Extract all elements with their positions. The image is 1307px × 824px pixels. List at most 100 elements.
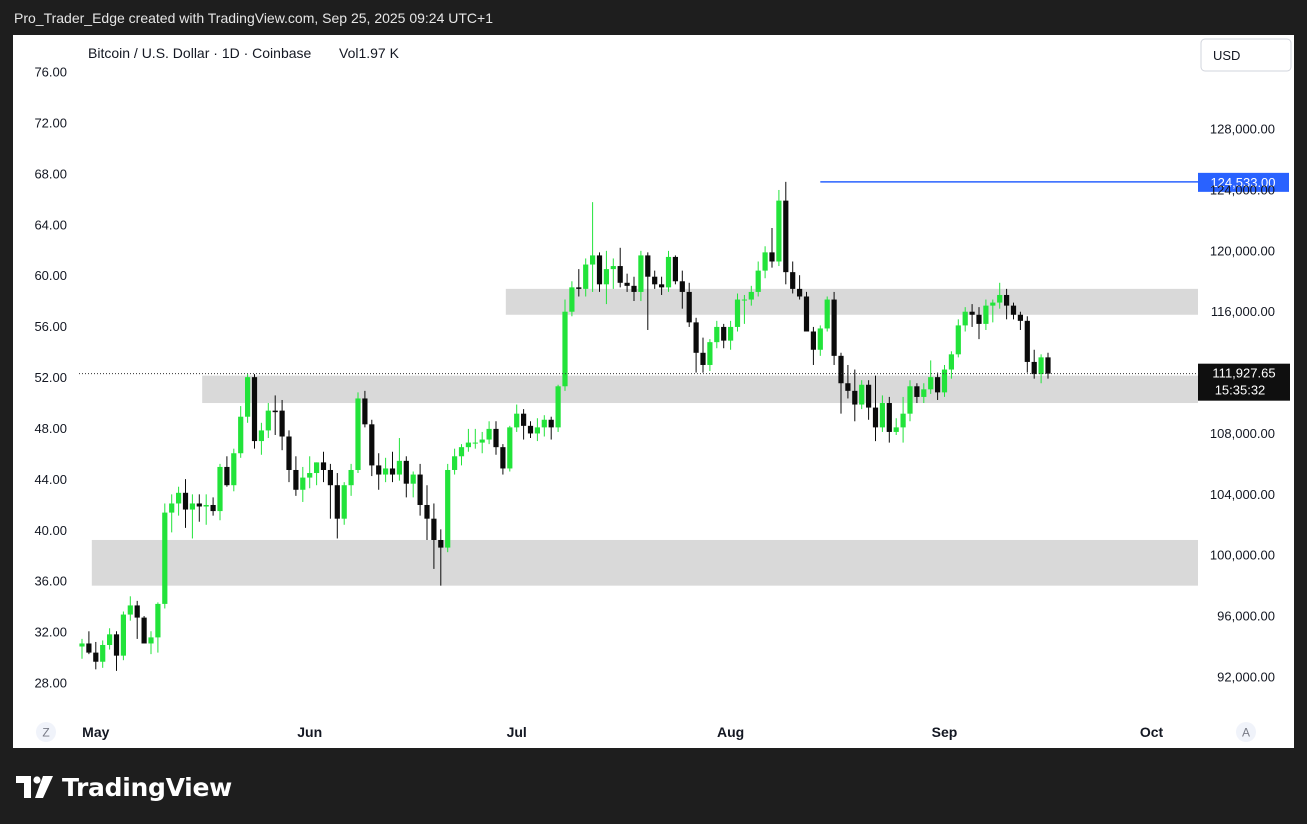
candle-body — [762, 252, 768, 271]
candle-body — [990, 302, 996, 306]
candle-body — [245, 377, 251, 417]
zoom-icon: Z — [42, 726, 49, 740]
candle-body — [196, 503, 202, 507]
candle-body — [410, 474, 416, 484]
candle-body — [617, 266, 623, 283]
candle-body — [562, 311, 568, 387]
left-axis-tick: 64.00 — [34, 217, 67, 232]
candle-body — [948, 354, 954, 370]
candle-body — [100, 644, 106, 662]
candle-body — [279, 410, 285, 437]
candle-body — [396, 460, 402, 475]
candle-body — [914, 386, 920, 397]
candle-body — [521, 413, 527, 426]
auto-scale-button[interactable]: A — [1236, 722, 1256, 742]
right-axis-tick[interactable]: 100,000.00 — [1210, 548, 1275, 563]
candle-body — [431, 518, 437, 540]
right-axis-tick[interactable]: 124,000.00 — [1210, 182, 1275, 197]
candle-body — [859, 384, 865, 405]
candle-body — [251, 377, 258, 442]
right-axis-tick[interactable]: 92,000.00 — [1217, 669, 1275, 684]
candle-body — [348, 469, 354, 486]
candle-body — [272, 410, 278, 413]
candle-body — [797, 288, 803, 297]
candle-body — [907, 386, 913, 414]
candle-body — [569, 287, 575, 312]
price-zone — [202, 375, 1198, 404]
left-axis-tick: 72.00 — [34, 115, 67, 130]
candle-body — [741, 299, 747, 301]
symbol-title[interactable]: Bitcoin / U.S. Dollar · 1D · Coinbase — [88, 45, 312, 61]
x-axis-label: Oct — [1140, 724, 1164, 740]
candle-body — [610, 266, 616, 270]
candle-body — [141, 617, 147, 644]
right-axis-tick[interactable]: 108,000.00 — [1210, 426, 1275, 441]
candle-body — [1010, 305, 1017, 315]
candle-body — [769, 252, 775, 262]
last-price-label: 111,927.65 — [1212, 366, 1275, 381]
left-axis-tick: 56.00 — [34, 319, 67, 334]
candle-body — [693, 322, 699, 353]
candle-body — [134, 605, 140, 618]
candle-body — [790, 272, 796, 289]
candle-body — [127, 605, 133, 615]
candle-body — [817, 328, 823, 350]
candle-body — [803, 296, 810, 332]
x-axis-label: Jun — [297, 724, 322, 740]
candle-body — [1045, 357, 1051, 374]
candle-body — [893, 427, 899, 432]
right-axis-tick[interactable]: 104,000.00 — [1210, 487, 1275, 502]
currency-button[interactable]: USD — [1200, 38, 1292, 72]
auto-scale-icon: A — [1242, 726, 1250, 740]
candle-body — [576, 287, 582, 289]
candle-body — [162, 512, 168, 604]
candle-body — [541, 419, 547, 428]
left-axis-tick: 44.00 — [34, 472, 67, 487]
candle-body — [314, 462, 320, 474]
candle-body — [707, 342, 713, 365]
left-axis-tick: 32.00 — [34, 625, 67, 640]
candle-body — [286, 436, 292, 470]
candle-body — [714, 326, 720, 343]
candle-body — [872, 407, 879, 428]
candle-body — [527, 425, 534, 434]
brand-footer[interactable]: TradingView — [16, 772, 232, 802]
candle-body — [341, 485, 347, 519]
left-axis-tick: 52.00 — [34, 370, 67, 385]
right-axis-tick[interactable]: 96,000.00 — [1217, 609, 1275, 624]
bar-countdown: 15:35:32 — [1215, 383, 1266, 398]
candle-body — [424, 504, 430, 519]
candle-body — [376, 465, 382, 475]
candle-body — [810, 331, 816, 350]
candle-body — [107, 634, 113, 645]
left-axis-tick: 68.00 — [34, 166, 67, 181]
candle-body — [886, 403, 892, 432]
candle-body — [307, 473, 313, 478]
chart-panel[interactable]: 124,533.00 111,927.65 15:35:32 76.00 72.00… — [13, 35, 1294, 748]
candle-body — [79, 643, 85, 647]
candle-body — [493, 428, 499, 448]
candle-body — [935, 377, 941, 393]
candle-body — [1031, 361, 1037, 375]
candle-body — [652, 276, 658, 285]
right-axis-tick[interactable]: 128,000.00 — [1210, 122, 1275, 137]
candle-body — [1017, 314, 1023, 321]
candle-body — [824, 299, 830, 329]
candle-body — [679, 281, 685, 292]
candle-body — [665, 256, 672, 288]
candle-body — [479, 439, 485, 443]
tradingview-logo-icon — [16, 776, 53, 798]
right-axis-tick[interactable]: 116,000.00 — [1211, 304, 1275, 319]
candle-body — [445, 469, 451, 548]
candle-body — [486, 428, 492, 440]
price-chart[interactable]: 124,533.00 111,927.65 15:35:32 76.00 72.00… — [13, 35, 1294, 748]
right-axis-tick[interactable]: 120,000.00 — [1210, 243, 1275, 258]
zoom-auto-button[interactable]: Z — [36, 722, 56, 742]
candle-body — [224, 466, 230, 486]
candle-body — [748, 291, 754, 300]
candle-body — [93, 652, 99, 662]
candle-body — [1004, 294, 1010, 306]
left-axis-tick: 60.00 — [34, 268, 67, 283]
candle-body — [293, 469, 299, 490]
candle-body — [686, 291, 692, 323]
